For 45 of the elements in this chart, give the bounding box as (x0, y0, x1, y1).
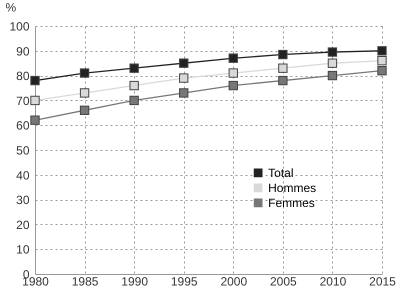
point (179, 58, 188, 68)
x-tick-label: 1990 (121, 274, 148, 288)
y-tick-label: 70 (16, 94, 30, 108)
point (129, 63, 139, 73)
point (228, 80, 238, 90)
legend-label: Total (268, 166, 294, 180)
point (377, 56, 387, 66)
y-tick-label: 40 (16, 168, 30, 182)
point (30, 76, 40, 86)
point (328, 70, 338, 80)
point (228, 54, 238, 63)
point (80, 88, 90, 98)
point (80, 68, 90, 78)
point (377, 46, 387, 56)
y-tick-label: 20 (16, 218, 30, 232)
point (30, 116, 40, 125)
point (30, 96, 40, 106)
legend-label: Femmes (268, 196, 315, 210)
point (377, 66, 387, 76)
point (228, 68, 238, 78)
point (278, 50, 288, 60)
point (129, 96, 139, 106)
legend-label: Hommes (268, 180, 316, 195)
y-tick-label: 90 (16, 44, 30, 58)
point (129, 80, 139, 90)
point (179, 88, 188, 98)
y-tick-label: 60 (16, 118, 30, 133)
x-tick-label: 1985 (72, 274, 99, 288)
y-tick-label: 30 (16, 193, 30, 208)
point (278, 63, 288, 73)
y-tick-label: 80 (16, 69, 30, 84)
y-tick-label: 50 (16, 144, 30, 158)
x-tick-label: 1995 (170, 274, 198, 288)
point (80, 106, 90, 116)
point (328, 47, 338, 57)
x-tick-label: 2000 (220, 274, 248, 288)
point (278, 76, 288, 86)
x-tick-label: 2015 (369, 274, 396, 288)
point (328, 58, 338, 68)
x-tick-label: 2010 (320, 274, 347, 288)
y-axis-title: % (6, 0, 16, 14)
point (179, 73, 188, 83)
x-tick-label: 2005 (270, 274, 298, 288)
y-tick-label: 100 (9, 20, 30, 34)
y-tick-label: 10 (16, 242, 30, 257)
